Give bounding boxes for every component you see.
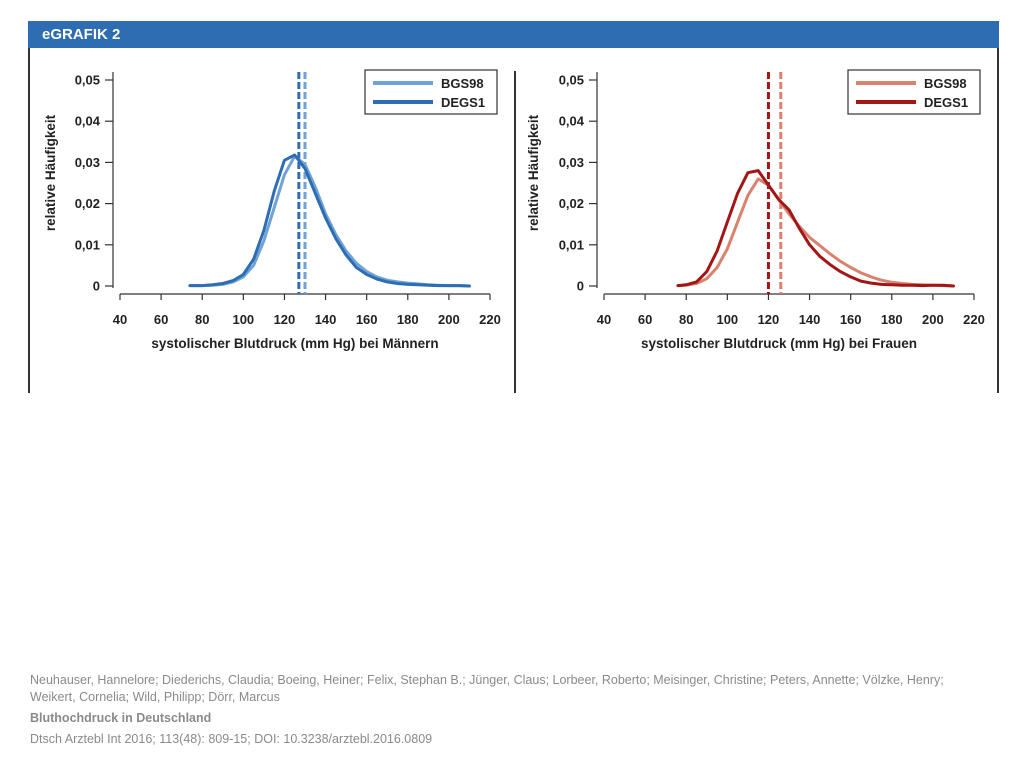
frame-divider [514, 71, 516, 393]
men-x-tick-label: 80 [195, 312, 209, 327]
women-x-tick-label: 100 [716, 312, 738, 327]
women-x-tick-label: 60 [638, 312, 652, 327]
men-legend-box [364, 69, 498, 115]
women-y-tick-label: 0,05 [559, 73, 584, 88]
chart-women: 0 0,01 0,02 0,03 0,04 0,05 40 60 80 100 120 140 160 1… [526, 69, 985, 351]
men-y-tick-label: 0,04 [75, 114, 101, 129]
citation-source: Dtsch Arztebl Int 2016; 113(48): 809-15;… [30, 732, 433, 746]
women-y-tick-label: 0,04 [559, 114, 585, 129]
men-y-tick-label: 0 [93, 279, 100, 294]
citation-title: Bluthochdruck in Deutschland [30, 711, 212, 725]
men-y-tick-label: 0,02 [75, 196, 100, 211]
citation-authors: Neuhauser, Hannelore; Diederichs, Claudi… [30, 673, 944, 704]
men-x-tick-label: 140 [315, 312, 337, 327]
frame-right-border [997, 48, 999, 393]
men-x-tick-label: 120 [274, 312, 296, 327]
women-x-tick-label: 40 [597, 312, 611, 327]
women-series-line-degs1 [676, 169, 955, 288]
citation: Neuhauser, Hannelore; Diederichs, Claudi… [30, 672, 990, 748]
frame-left-border [28, 48, 30, 393]
men-x-tick-label: 60 [154, 312, 168, 327]
men-x-tick-label: 100 [232, 312, 254, 327]
men-y-tick-label: 0,01 [75, 237, 100, 252]
chart-men: 0 0,01 0,02 0,03 0,04 0,05 40 60 80 100 120 140 160 1… [43, 69, 501, 351]
women-legend-label-degs1: DEGS1 [924, 95, 968, 110]
figure-header-bar: eGRAFIK 2 [28, 21, 999, 48]
women-x-tick-label: 80 [679, 312, 693, 327]
women-series-line-bgs98 [676, 177, 955, 288]
women-x-tick-label: 160 [840, 312, 862, 327]
figure-title: eGRAFIK 2 [42, 26, 121, 43]
men-x-tick-label: 40 [113, 312, 127, 327]
women-legend-box [847, 69, 981, 115]
men-legend-label-degs1: DEGS1 [441, 95, 485, 110]
women-y-tick-label: 0 [577, 279, 584, 294]
men-y-axis-title: relative Häufigkeit [43, 114, 58, 231]
figure-frame: eGRAFIK 2 [28, 21, 999, 393]
men-series-line-degs1 [188, 153, 471, 288]
men-x-axis-title: systolischer Blutdruck (mm Hg) bei Männe… [151, 336, 438, 351]
men-x-tick-label: 180 [397, 312, 419, 327]
women-x-tick-label: 220 [963, 312, 985, 327]
men-y-tick-label: 0,05 [75, 73, 100, 88]
men-legend-label-bgs98: BGS98 [441, 76, 484, 91]
women-y-tick-label: 0,02 [559, 196, 584, 211]
men-x-tick-label: 160 [356, 312, 378, 327]
women-x-tick-label: 120 [758, 312, 780, 327]
women-y-axis-title: relative Häufigkeit [526, 114, 541, 231]
women-legend-label-bgs98: BGS98 [924, 76, 967, 91]
men-y-tick-label: 0,03 [75, 155, 100, 170]
men-x-tick-label: 200 [438, 312, 460, 327]
women-y-tick-label: 0,01 [559, 237, 584, 252]
men-x-tick-label: 220 [479, 312, 501, 327]
women-y-tick-label: 0,03 [559, 155, 584, 170]
women-x-tick-label: 140 [799, 312, 821, 327]
women-x-axis-title: systolischer Blutdruck (mm Hg) bei Fraue… [641, 336, 917, 351]
women-x-tick-label: 200 [922, 312, 944, 327]
women-x-tick-label: 180 [881, 312, 903, 327]
